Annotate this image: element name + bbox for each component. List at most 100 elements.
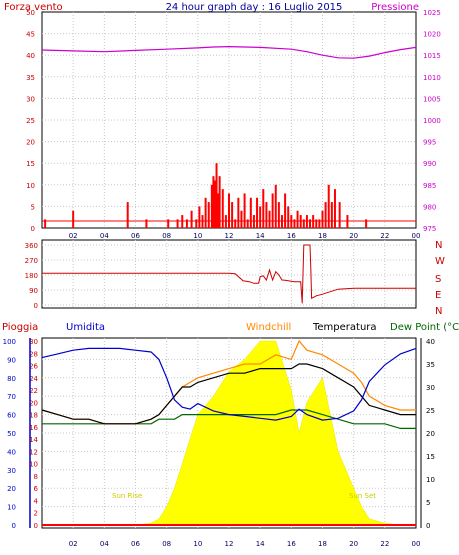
temp-panel-data [41,339,417,526]
wind-bar [327,184,330,228]
wind-bar [365,219,368,228]
x-tick-label: 18 [318,232,327,240]
pressure-tick-label: 1005 [423,95,441,103]
wind-bar [228,193,230,228]
x-tick-label: 22 [380,232,389,240]
temperature-tick-label: 5 [426,499,430,507]
wind-bar [333,189,336,228]
wind-bar [198,206,201,228]
wind-bar [268,210,271,228]
x-tick-label: 16 [287,540,296,548]
wind-bar [256,197,259,228]
wind-bar [72,210,75,228]
humidity-tick-label: 20 [7,485,16,493]
x-tick-label: 18 [318,540,327,548]
x-tick-label: 06 [131,540,140,548]
humidity-tick-label: 80 [7,375,16,383]
humidity-tick-label: 40 [7,448,16,456]
wind-bar [284,193,287,228]
rain-tick-label: 12 [29,448,38,456]
humidity-tick-label: 30 [7,467,16,475]
wind-axis-ticks: 0 5 10 15 20 25 30 35 40 45 50 [26,9,35,233]
temperature-tick-label: 35 [426,361,435,369]
wind-tick-label: 45 [26,31,35,39]
wind-bar [274,184,277,228]
pressure-line [41,45,417,59]
x-tick-label: 02 [69,540,78,548]
wind-bar [234,219,237,228]
direction-panel-grid [42,240,416,308]
wind-bar [221,189,224,228]
direction-panel-data [42,244,416,304]
x-tick-label: 06 [131,232,140,240]
wind-bar [210,184,213,228]
x-tick-label: 10 [193,232,202,240]
x-tick-label: 04 [100,232,109,240]
compass-letter: N [435,306,442,317]
chart-title: 24 hour graph day : 16 Luglio 2015 [166,2,343,13]
wind-tick-label: 5 [31,203,35,211]
wind-bar [176,219,179,228]
wind-bar [315,219,318,228]
rain-tick-label: 0 [34,522,38,530]
wind-tick-label: 20 [26,139,35,147]
pressure-tick-label: 975 [423,225,436,233]
sunset-label: Sun Set [349,492,376,500]
pressure-tick-label: 1020 [423,31,441,39]
wind-bar [309,219,312,228]
wind-bar [237,197,240,228]
wind-bar [217,193,220,228]
x-tick-label: 02 [69,232,78,240]
x-tick-label: 08 [162,232,171,240]
wind-bar [201,215,204,228]
compass-letter: S [435,274,441,285]
wind-bar [312,215,315,228]
x-tick-label: 14 [256,232,265,240]
wind-bar [252,215,255,228]
wind-panel-grid [42,12,416,228]
x-tick-label: 12 [225,540,234,548]
humidity-tick-label: 70 [7,393,16,401]
direction-tick-label: 360 [25,242,38,250]
wind-bar [305,215,308,228]
wind-bar [249,197,252,228]
rain-tick-label: 20 [29,399,38,407]
rain-tick-label: 2 [34,510,38,518]
windchill-label: Windchill [246,322,291,333]
wind-bar [218,176,221,228]
temperature-tick-label: 40 [426,338,435,346]
wind-bar [290,215,293,228]
wind-bar [243,193,246,228]
dewpoint-label: Dew Point (°C [390,322,459,333]
wind-bar [299,215,302,228]
pressure-axis-ticks: 975 980 985 990 995 1000 1005 1010 1015 1020 1025 [423,9,441,233]
humidity-tick-label: 60 [7,412,16,420]
wind-bar [185,219,188,228]
rain-tick-label: 24 [29,375,38,383]
temperature-tick-label: 20 [426,430,435,438]
wind-bar [318,219,321,228]
wind-bar [224,215,227,228]
x-tick-label: 04 [100,540,109,548]
rain-label: Pioggia [2,322,38,333]
x-tick-label: 16 [287,232,296,240]
wind-bar [293,219,296,228]
wind-bar [246,219,249,228]
temperature-label: Temperatura [312,322,377,333]
pressure-tick-label: 1025 [423,9,441,17]
wind-bar [167,219,170,228]
wind-tick-label: 35 [26,74,35,82]
wind-bar [190,210,193,228]
wind-tick-label: 30 [26,95,35,103]
wind-bar [277,202,280,228]
pressure-tick-label: 980 [423,203,436,211]
direction-tick-label: 180 [25,272,38,280]
temperature-tick-label: 30 [426,384,435,392]
pressure-tick-label: 1000 [423,117,441,125]
temp-panel-x-ticks: 02 04 06 08 10 12 14 16 18 20 22 00 [69,540,421,548]
x-tick-label: 00 [412,232,421,240]
wind-tick-label: 40 [26,52,35,60]
rain-tick-label: 6 [34,485,39,493]
